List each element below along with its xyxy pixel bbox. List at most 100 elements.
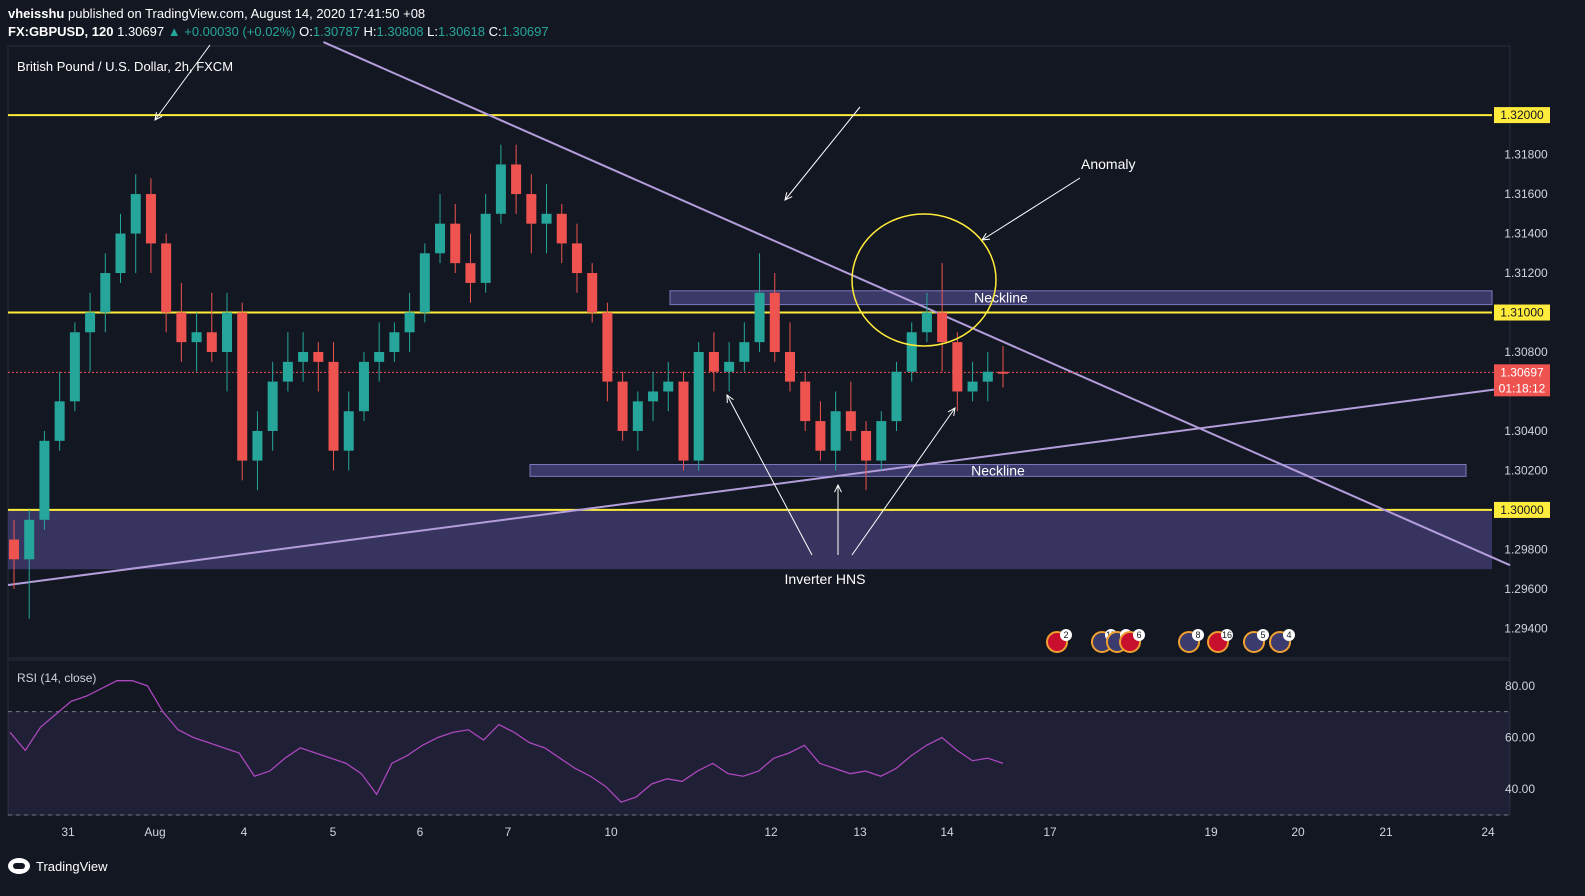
time-tick-label: 14: [940, 825, 954, 839]
candle-body: [450, 223, 461, 264]
candle-body: [663, 381, 674, 392]
candle-body: [526, 194, 537, 224]
rsi-band: [8, 711, 1510, 815]
candle-body: [222, 312, 233, 352]
zone-box: [529, 464, 1467, 477]
trendline-descending: [323, 41, 1511, 567]
candle-body: [876, 421, 887, 461]
candle-body: [465, 263, 476, 283]
candle-body: [480, 213, 491, 283]
price-tick-label: 1.29800: [1504, 542, 1548, 556]
price-tick-label: 1.29600: [1504, 582, 1548, 596]
chart-frame: [7, 45, 1511, 816]
arrow-annotation: [784, 106, 861, 201]
candle-body: [769, 292, 780, 352]
time-tick-label: 13: [853, 825, 867, 839]
time-tick-label: 7: [505, 825, 512, 839]
countdown-label: 01:18:12: [1499, 381, 1546, 395]
published-text: published on TradingView.com, August 14,…: [67, 6, 426, 21]
price-tick-label: 1.29400: [1504, 621, 1548, 635]
time-tick-label: 19: [1204, 825, 1218, 839]
time-tick-label: 4: [241, 825, 248, 839]
time-tick-label: 31: [61, 825, 75, 839]
anomaly-circle: [851, 213, 997, 347]
hns-arrow: [726, 394, 813, 556]
candle-body: [982, 371, 993, 382]
candle-body: [952, 342, 963, 392]
candle-body: [602, 312, 613, 382]
event-count: 2: [1063, 630, 1068, 640]
candle-body: [374, 352, 385, 362]
candles-layer: [9, 144, 1008, 619]
candle-body: [998, 371, 1008, 374]
candle-body: [358, 361, 369, 412]
candle-body: [85, 312, 96, 333]
zone-label: Neckline: [971, 462, 1025, 478]
tradingview-logo-icon: [8, 858, 30, 874]
candle-body: [191, 332, 202, 343]
event-count-badge: [1133, 629, 1145, 641]
levels-layer: [8, 114, 1492, 511]
event-count-badge: [1060, 629, 1072, 641]
trendlines-layer: [7, 41, 1511, 586]
hns-arrow: [851, 407, 956, 556]
zone-label: Neckline: [974, 290, 1028, 306]
candle-body: [145, 194, 156, 244]
arrow-annotation-head: [784, 192, 793, 201]
rsi-tick-label: 80.00: [1505, 679, 1535, 693]
event-count-badge: [1283, 629, 1295, 641]
rsi-line: [9, 680, 1004, 803]
footer-brand[interactable]: TradingView: [36, 858, 108, 874]
hns-arrow-head: [834, 483, 842, 493]
last-price: 1.30697: [117, 24, 165, 39]
candle-body: [678, 381, 689, 461]
candle-body: [282, 361, 293, 382]
price-axis[interactable]: 1.32000 1.31800 1.31600 1.31400 1.31200 1.310…: [1494, 107, 1550, 635]
candle-body: [343, 411, 354, 451]
time-axis[interactable]: 31 Aug 4 5 6 7 10 12 13 14 17 19 20 21 24: [61, 825, 1495, 839]
candle-body: [267, 381, 278, 431]
zone-box: [8, 509, 1492, 570]
price-level-badge: [1494, 304, 1550, 321]
hns-arrow-head: [726, 393, 734, 404]
close-label: C:: [488, 24, 502, 39]
candle-body: [206, 332, 217, 352]
last-price-badge: [1494, 364, 1550, 397]
candle-body: [906, 332, 917, 372]
candle-body: [298, 352, 309, 362]
last-price-label: 1.30697: [1500, 365, 1544, 379]
candle-body: [54, 401, 65, 441]
price-change: +0.00030 (+0.02%): [184, 24, 296, 39]
candle-body: [313, 352, 324, 362]
event-count: 5: [1260, 630, 1265, 640]
candle-body: [39, 440, 50, 520]
candle-body: [404, 312, 415, 333]
candle-body: [24, 519, 35, 560]
price-tick-label: 1.30000: [1500, 503, 1544, 517]
rsi-label: RSI (14, close): [17, 671, 96, 685]
price-level-badge: [1494, 501, 1550, 518]
price-tick-label: 1.31200: [1504, 266, 1548, 280]
candle-body: [617, 381, 628, 431]
arrow-annotation-head: [154, 112, 163, 121]
candle-body: [69, 332, 80, 402]
candle-body: [632, 401, 643, 431]
candle-body: [130, 194, 141, 234]
open-label: O:: [299, 24, 313, 39]
candle-body: [9, 539, 19, 560]
candle-body: [921, 312, 932, 333]
chart-title: British Pound / U.S. Dollar, 2h, FXCM: [17, 59, 233, 74]
candle-body: [693, 352, 704, 461]
candle-body: [556, 213, 567, 244]
candle-body: [495, 164, 506, 214]
candle-body: [176, 312, 187, 343]
price-tick-label: 1.31800: [1504, 148, 1548, 162]
candle-body: [830, 411, 841, 451]
price-tick-label: 1.31000: [1500, 306, 1544, 320]
high-label: H:: [363, 24, 377, 39]
candle-body: [845, 411, 856, 431]
inverse-hns-label: Inverter HNS: [785, 571, 866, 587]
time-tick-label: 17: [1043, 825, 1057, 839]
author-name[interactable]: vheisshu: [8, 6, 65, 21]
